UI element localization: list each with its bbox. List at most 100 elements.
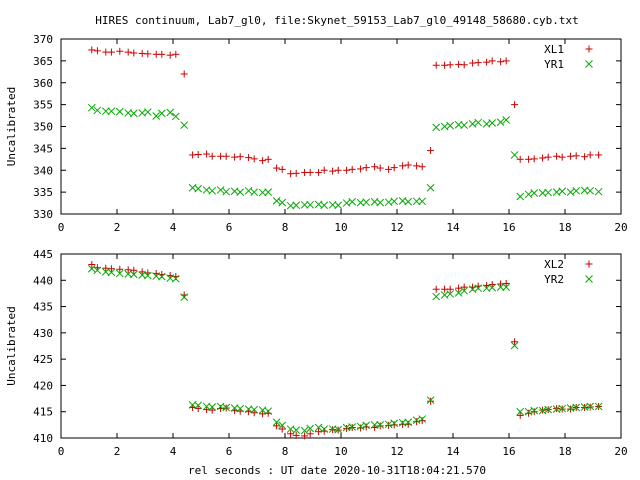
x-tick-label: 8	[282, 221, 289, 234]
data-point-yr2	[544, 405, 553, 414]
data-point-xl1	[371, 163, 379, 171]
data-point-xl2	[124, 266, 132, 274]
data-point-yr2	[362, 421, 371, 430]
data-point-yr1	[101, 107, 110, 116]
data-point-xl1	[93, 47, 101, 55]
data-point-xl1	[334, 166, 342, 174]
data-point-yr2	[292, 426, 301, 434]
data-point-yr2	[474, 284, 483, 293]
x-tick-label: 12	[390, 445, 403, 458]
data-point-xl1	[292, 169, 300, 177]
data-point-yr2	[516, 407, 525, 416]
data-point-xl1	[107, 48, 115, 56]
data-point-xl1	[250, 155, 258, 163]
data-point-xl1	[208, 152, 216, 160]
data-point-xl1	[595, 151, 603, 159]
data-point-yr1	[544, 188, 553, 197]
legend-marker	[585, 275, 593, 283]
x-tick-label: 14	[446, 445, 460, 458]
data-point-yr1	[300, 200, 309, 209]
legend-label: XL1	[544, 43, 564, 56]
legend-marker	[585, 260, 593, 268]
data-point-xl1	[194, 151, 202, 158]
data-point-yr2	[264, 407, 273, 416]
plot-frame	[60, 253, 622, 439]
chart-title: HIRES continuum, Lab7_gl0, file:Skynet_5…	[95, 14, 578, 27]
data-point-yr2	[300, 426, 309, 435]
data-point-yr2	[87, 264, 96, 273]
data-point-xl1	[236, 153, 244, 161]
data-point-xl1	[516, 155, 524, 163]
data-point-xl1	[329, 167, 337, 175]
y-tick-label: 430	[33, 327, 53, 340]
data-point-xl1	[390, 164, 398, 172]
data-point-xl2	[427, 397, 435, 405]
data-point-yr1	[446, 121, 455, 130]
y-tick-label: 340	[33, 164, 53, 177]
data-point-yr1	[292, 201, 301, 210]
plot-frame	[60, 38, 622, 215]
data-point-yr2	[171, 274, 180, 283]
y-tick-label: 415	[33, 406, 53, 419]
data-point-yr1	[586, 186, 595, 195]
data-point-yr2	[334, 425, 343, 434]
data-point-yr2	[558, 404, 567, 413]
data-point-yr1	[278, 198, 287, 207]
legend-label: XL2	[544, 258, 564, 271]
x-tick-label: 2	[114, 445, 121, 458]
data-point-xl2	[446, 285, 454, 293]
data-point-xl2	[385, 421, 393, 429]
x-tick-label: 8	[282, 445, 289, 458]
data-point-xl1	[124, 48, 132, 56]
data-point-yr1	[306, 200, 315, 209]
y-tick-label: 435	[33, 301, 53, 314]
data-point-yr2	[314, 423, 323, 432]
data-point-xl2	[460, 283, 468, 291]
data-point-yr1	[390, 197, 399, 206]
data-point-yr1	[502, 116, 511, 124]
data-point-xl1	[130, 49, 138, 57]
data-point-yr2	[272, 418, 281, 427]
x-tick-label: 20	[614, 445, 627, 458]
y-tick-label: 425	[33, 353, 53, 366]
x-tick-label: 18	[558, 445, 571, 458]
data-point-yr1	[594, 187, 603, 196]
data-point-yr2	[222, 403, 231, 412]
data-point-yr2	[306, 424, 315, 433]
data-point-yr1	[426, 183, 435, 192]
data-point-yr2	[418, 415, 427, 423]
data-point-xl1	[166, 51, 174, 59]
data-point-yr1	[334, 201, 343, 210]
data-point-yr2	[194, 401, 203, 410]
data-point-xl1	[553, 152, 561, 160]
x-tick-label: 0	[58, 221, 65, 234]
data-point-xl1	[315, 168, 323, 176]
y-tick-label: 410	[33, 432, 53, 445]
data-point-yr1	[157, 109, 166, 118]
data-point-yr2	[208, 403, 217, 411]
y-tick-label: 350	[33, 121, 53, 134]
data-point-yr1	[362, 198, 371, 207]
x-tick-label: 6	[226, 221, 233, 234]
y-axis-label: Uncalibrated	[5, 87, 18, 166]
data-point-yr2	[390, 419, 399, 428]
data-point-xl1	[502, 57, 510, 65]
data-point-xl2	[390, 421, 398, 429]
data-point-xl1	[404, 161, 412, 169]
data-point-xl1	[306, 168, 314, 176]
data-point-yr2	[404, 418, 413, 427]
y-tick-label: 365	[33, 55, 53, 68]
x-tick-label: 16	[502, 221, 515, 234]
data-point-yr2	[370, 421, 379, 429]
data-point-xl1	[362, 164, 370, 172]
y-tick-label: 355	[33, 99, 53, 112]
data-point-xl1	[222, 152, 230, 160]
data-point-xl1	[88, 46, 96, 54]
data-point-yr1	[236, 188, 245, 196]
data-point-xl2	[376, 422, 384, 430]
data-point-xl1	[544, 153, 552, 161]
data-point-yr2	[320, 425, 329, 433]
data-point-xl1	[376, 164, 384, 172]
data-point-yr1	[129, 109, 138, 118]
data-point-yr2	[432, 292, 441, 301]
